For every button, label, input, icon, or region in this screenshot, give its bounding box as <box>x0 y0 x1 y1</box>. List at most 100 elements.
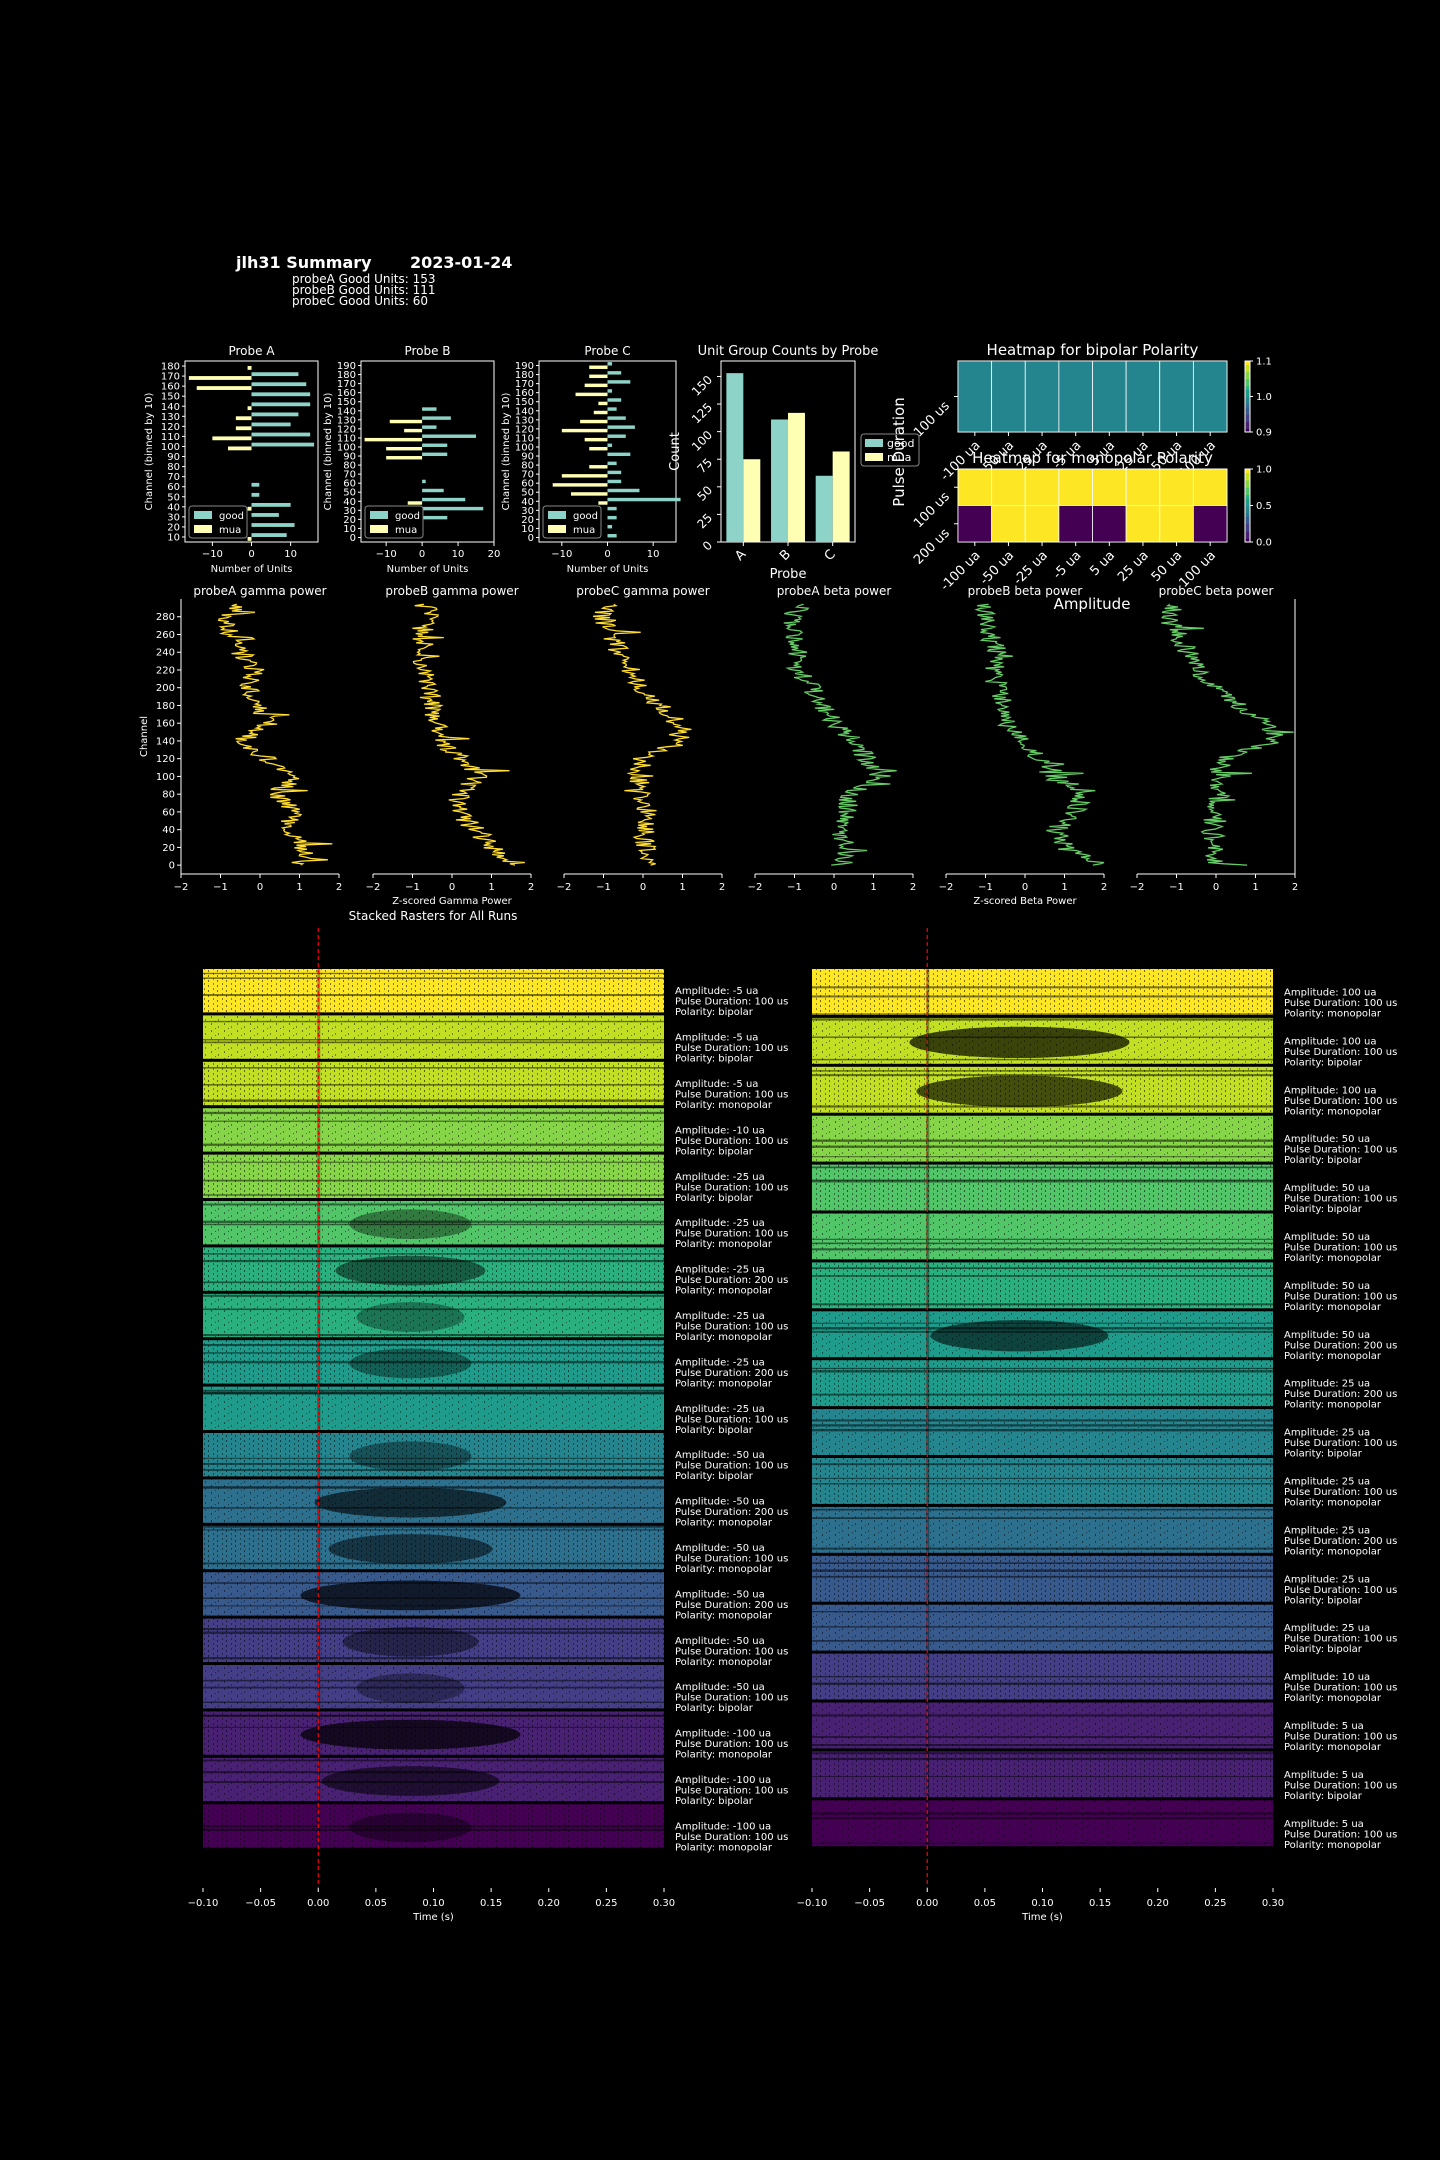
good-bar <box>607 389 613 393</box>
y-tick-label: 60 <box>162 807 175 818</box>
raster-spikes <box>203 969 664 1014</box>
x-tick-label: −0.05 <box>854 1898 885 1909</box>
raster-spikes <box>203 1618 664 1663</box>
raster-band-border <box>812 1406 1273 1408</box>
y-tick-label: 160 <box>337 388 356 399</box>
raster-row-stripe <box>203 1525 664 1528</box>
power-trace <box>783 603 897 866</box>
raster-band-border <box>812 1308 1273 1310</box>
y-tick-label: 50 <box>521 488 534 499</box>
y-tick-label: 30 <box>521 506 534 517</box>
raster-row-stripe <box>812 1018 1273 1021</box>
run-label: Pulse Duration: 100 us <box>675 1414 788 1425</box>
x-tick-label: −1 <box>787 882 802 893</box>
good-bar <box>607 488 640 493</box>
good-bar <box>607 362 613 366</box>
mua-bar <box>580 419 608 424</box>
x-tick-label: 0 <box>419 549 425 560</box>
run-label: Pulse Duration: 100 us <box>675 997 788 1008</box>
y-tick-label: 130 <box>337 415 356 426</box>
raster-band-border <box>812 1699 1273 1701</box>
raster-band-border <box>812 1357 1273 1359</box>
run-label: Amplitude: 25 ua <box>1284 1574 1370 1585</box>
good-bar <box>251 382 307 387</box>
colorbar-segment <box>1245 520 1250 525</box>
run-label: Pulse Duration: 200 us <box>675 1368 788 1379</box>
run-label: Amplitude: -50 ua <box>675 1589 765 1600</box>
power-trace <box>217 603 333 866</box>
raster-row-stripe <box>812 1842 1273 1845</box>
heatmap-cell <box>1092 505 1127 543</box>
run-label: Polarity: bipolar <box>675 1703 754 1714</box>
raster-x-label: Time (s) <box>1021 1912 1063 1923</box>
heatmap-cell <box>1058 360 1093 433</box>
run-label: Polarity: bipolar <box>675 1193 754 1204</box>
raster-band-border <box>203 1754 664 1756</box>
x-tick-label: 0.10 <box>1031 1898 1053 1909</box>
good-bar <box>607 515 617 520</box>
y-tick-label: 190 <box>515 361 534 372</box>
mua-bar <box>589 446 608 451</box>
raster-row-stripe <box>812 1517 1273 1519</box>
evoked-response <box>916 1075 1123 1107</box>
x-tick-label: −1 <box>1169 882 1184 893</box>
x-tick-label: 0 <box>257 882 263 893</box>
raster-band <box>203 1572 664 1617</box>
stim-artifact <box>317 1015 321 1060</box>
raster-band <box>812 1115 1273 1163</box>
good-count-bar <box>771 419 788 542</box>
y-tick-label: 30 <box>167 512 180 523</box>
mua-bar <box>196 386 252 390</box>
x-tick-label: 0 <box>449 882 455 893</box>
raster-row-stripe <box>203 1281 664 1284</box>
stim-artifact <box>926 1800 930 1848</box>
run-label: Amplitude: 5 ua <box>1284 1819 1364 1830</box>
heatmap-title: Heatmap for bipolar Polarity <box>987 341 1199 359</box>
y-tick-label: 60 <box>521 479 534 490</box>
y-tick-label: 10 <box>167 532 180 543</box>
colorbar-segment <box>1245 375 1250 380</box>
raster-row-stripe <box>203 1294 664 1297</box>
x-tick-label: 0.00 <box>307 1898 329 1909</box>
stim-artifact <box>926 1702 930 1750</box>
raster-band <box>203 1108 664 1153</box>
power-title: probeB gamma power <box>385 584 518 598</box>
raster-row-stripe <box>203 1194 664 1196</box>
probe-hist-title: Probe C <box>584 344 630 358</box>
evoked-response <box>356 1673 465 1704</box>
x-tick-label: −1 <box>978 882 993 893</box>
good-bar <box>607 434 626 438</box>
evoked-response <box>335 1255 486 1286</box>
x-tick-label: 0.30 <box>653 1898 675 1909</box>
raster-row-stripe <box>203 1084 664 1086</box>
x-tick-label: 1 <box>679 882 685 893</box>
raster-row-stripe <box>203 1203 664 1206</box>
good-bar <box>251 523 295 527</box>
stim-artifact <box>317 1757 321 1803</box>
x-tick-label: 0.00 <box>916 1898 938 1909</box>
y-tick-label: 50 <box>167 492 180 503</box>
raster-band-border <box>812 1601 1273 1603</box>
x-tick-label: 1 <box>870 882 876 893</box>
run-label: Pulse Duration: 100 us <box>675 1136 788 1147</box>
legend-swatch-good <box>194 511 212 519</box>
y-tick-label: 170 <box>337 379 356 390</box>
run-label: Polarity: monopolar <box>675 1657 773 1668</box>
run-label: Pulse Duration: 100 us <box>675 1182 788 1193</box>
raster-row-stripe <box>812 1683 1273 1686</box>
y-tick-label: 80 <box>521 461 534 472</box>
y-tick-label: 60 <box>343 479 356 490</box>
x-tick-label: 0 <box>640 882 646 893</box>
raster-row-stripe <box>203 1657 664 1660</box>
run-label: Pulse Duration: 100 us <box>1284 1438 1397 1449</box>
y-tick-label: 150 <box>161 392 180 403</box>
run-label: Amplitude: -25 ua <box>675 1311 765 1322</box>
heatmap-cell <box>991 468 1026 506</box>
raster-band <box>203 1201 664 1246</box>
x-tick-label: 1 <box>488 882 494 893</box>
mua-bar <box>247 536 252 541</box>
raster-row-stripe <box>812 1714 1273 1717</box>
heatmap-cell <box>1024 468 1060 506</box>
raster-band <box>812 1409 1273 1457</box>
